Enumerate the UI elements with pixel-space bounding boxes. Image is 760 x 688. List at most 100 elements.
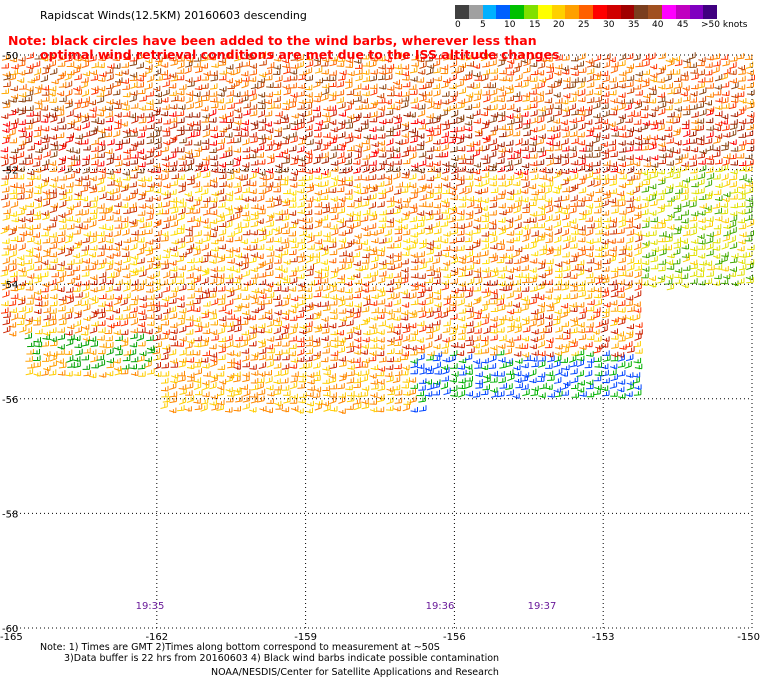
- wind-barb: [736, 53, 745, 60]
- wind-barb: [107, 179, 115, 186]
- wind-barb: [194, 265, 202, 272]
- wind-barb: [641, 201, 649, 209]
- wind-barb: [259, 59, 267, 66]
- wind-barb: [715, 258, 723, 265]
- wind-barb: [33, 308, 42, 314]
- wind-barb: [640, 105, 649, 111]
- wind-barb: [153, 68, 162, 76]
- wind-barb: [410, 223, 418, 230]
- wind-barb: [225, 396, 234, 403]
- wind-barb: [138, 340, 146, 347]
- wind-barb: [144, 356, 152, 363]
- wind-barb: [593, 54, 602, 62]
- wind-barb: [322, 304, 331, 312]
- wind-barb: [184, 66, 192, 74]
- wind-barb: [305, 407, 313, 414]
- wind-barb: [89, 231, 97, 237]
- wind-barb: [184, 191, 192, 197]
- wind-barb: [185, 329, 194, 335]
- wind-barb: [507, 373, 515, 382]
- wind-barb: [122, 160, 130, 167]
- wind-barb: [585, 326, 593, 333]
- wind-barb: [98, 327, 106, 333]
- wind-barb: [458, 281, 466, 287]
- wind-barb: [385, 273, 393, 279]
- wind-barb: [609, 363, 618, 370]
- wind-barb: [608, 254, 616, 263]
- wind-barb: [120, 184, 129, 192]
- wind-barb: [123, 279, 131, 285]
- wind-barb: [83, 231, 91, 237]
- wind-barb: [432, 278, 441, 284]
- wind-barb: [258, 51, 266, 60]
- wind-barb: [506, 95, 514, 102]
- wind-barb: [298, 216, 307, 222]
- wind-barb: [369, 336, 378, 343]
- wind-barb: [361, 385, 370, 391]
- wind-barb: [739, 231, 747, 238]
- wind-barb: [675, 154, 683, 160]
- wind-barb: [64, 80, 73, 89]
- wind-barb: [1, 63, 9, 69]
- wind-barb: [298, 397, 306, 404]
- wind-barb: [419, 405, 427, 412]
- wind-barb: [162, 285, 171, 293]
- wind-barb: [323, 404, 331, 412]
- wind-barb: [25, 247, 34, 254]
- wind-barb: [720, 72, 728, 81]
- wind-barb: [57, 247, 65, 256]
- wind-barb: [378, 118, 387, 125]
- wind-barb: [626, 159, 634, 167]
- wind-barb: [450, 269, 459, 277]
- wind-barb: [298, 224, 307, 230]
- wind-barb: [58, 124, 67, 130]
- wind-barb: [233, 364, 241, 370]
- wind-barb: [721, 144, 729, 151]
- wind-barb: [698, 279, 706, 286]
- wind-barb: [489, 115, 497, 124]
- wind-barb: [641, 208, 649, 216]
- wind-barb: [522, 153, 530, 159]
- wind-barb: [160, 333, 169, 340]
- wind-barb: [482, 157, 491, 165]
- wind-barb: [66, 69, 75, 76]
- wind-barb: [208, 54, 216, 61]
- wind-barb: [240, 339, 248, 348]
- wind-barb: [616, 190, 625, 197]
- wind-barb: [218, 336, 226, 343]
- wind-barb: [354, 336, 362, 343]
- wind-barb: [336, 286, 345, 293]
- wind-barb: [618, 146, 627, 153]
- wind-barb: [146, 300, 154, 307]
- wind-barb: [714, 133, 723, 139]
- wind-barb: [105, 111, 113, 118]
- wind-barb: [91, 87, 99, 95]
- wind-barb: [42, 112, 51, 118]
- wind-barb: [625, 236, 634, 244]
- wind-barb: [657, 141, 666, 148]
- wind-barb: [297, 156, 306, 162]
- wind-barb: [626, 383, 634, 391]
- wind-barb: [274, 131, 282, 138]
- wind-barb: [145, 58, 153, 64]
- wind-barb: [744, 153, 753, 160]
- wind-barb: [410, 162, 419, 169]
- wind-barb: [378, 307, 386, 314]
- wind-barb: [72, 159, 81, 167]
- wind-barb: [233, 67, 241, 76]
- wind-barb: [201, 309, 209, 315]
- wind-barb: [344, 117, 352, 124]
- wind-barb: [248, 53, 257, 61]
- wind-barb: [2, 165, 11, 172]
- wind-barb: [290, 124, 299, 131]
- wind-barb: [115, 70, 123, 76]
- wind-barb: [497, 58, 505, 67]
- wind-barb: [160, 69, 168, 76]
- wind-barb: [296, 145, 305, 153]
- wind-barb: [625, 53, 634, 60]
- wind-barb: [690, 103, 698, 110]
- wind-barb: [530, 173, 539, 181]
- wind-barb: [426, 310, 434, 319]
- wind-barb: [690, 167, 698, 174]
- wind-barb: [312, 167, 321, 173]
